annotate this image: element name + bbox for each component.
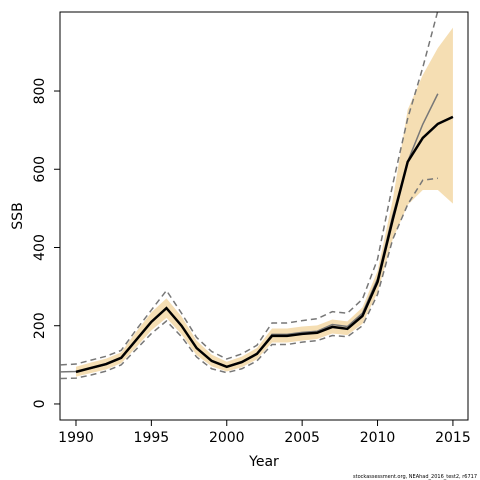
y-tick-label: 800	[32, 78, 48, 105]
x-tick-label: 2000	[209, 430, 245, 446]
x-tick-label: 2010	[360, 430, 396, 446]
y-tick-label: 200	[32, 312, 48, 339]
x-axis-label: Year	[248, 454, 279, 470]
plot-frame	[59, 11, 469, 421]
series-line	[60, 177, 438, 380]
plot-area	[60, 12, 454, 380]
x-tick-label: 1995	[134, 430, 170, 446]
y-tick-label: 0	[32, 400, 48, 409]
x-tick-label: 2015	[435, 430, 471, 446]
y-tick-label: 600	[32, 156, 48, 183]
x-tick-label: 1990	[58, 430, 94, 446]
y-tick-label: 400	[32, 234, 48, 261]
footnote: stockassessment.org, NEAhad_2016_test2, …	[353, 474, 477, 480]
series-line	[60, 12, 439, 366]
series-line	[75, 115, 454, 374]
x-tick-label: 2005	[284, 430, 320, 446]
y-axis-label: SSB	[10, 202, 26, 229]
series-line	[60, 93, 439, 373]
